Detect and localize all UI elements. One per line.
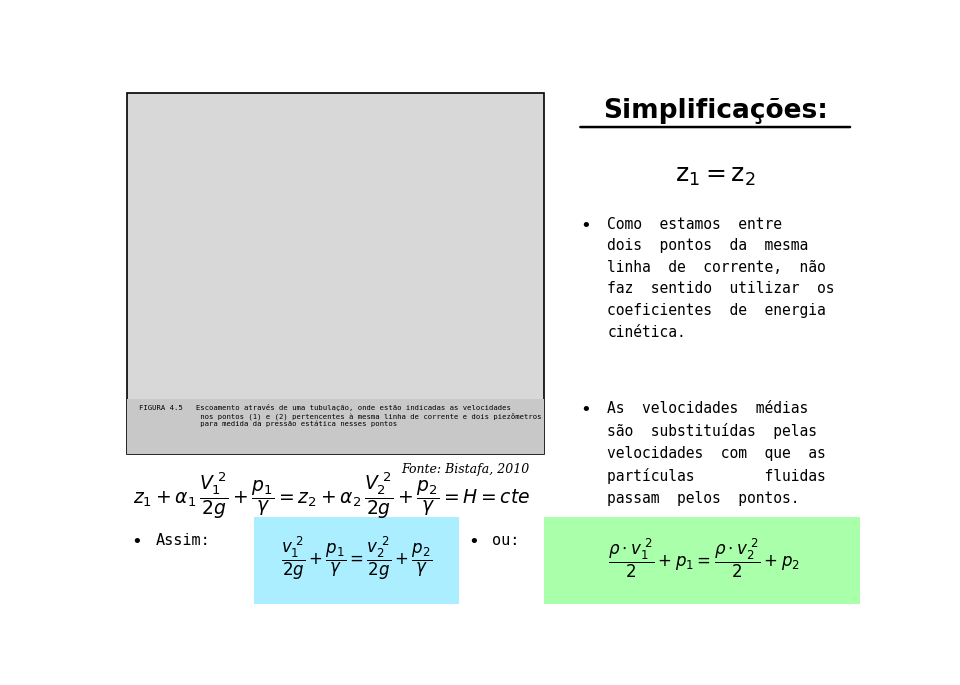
Text: FIGURA 4.5   Escoamento através de uma tubulação, onde estão indicadas as veloci: FIGURA 4.5 Escoamento através de uma tub…	[138, 404, 541, 427]
Text: •: •	[468, 533, 479, 551]
Text: ou:: ou:	[492, 533, 519, 548]
Text: $\dfrac{v_1^{\ 2}}{2g} + \dfrac{p_1}{\gamma} = \dfrac{v_2^{\ 2}}{2g} + \dfrac{p_: $\dfrac{v_1^{\ 2}}{2g} + \dfrac{p_1}{\ga…	[281, 534, 432, 582]
FancyBboxPatch shape	[544, 517, 860, 604]
Text: •: •	[132, 533, 142, 551]
Text: Simplificações:: Simplificações:	[603, 98, 828, 124]
Text: Assim:: Assim:	[156, 533, 210, 548]
Text: As  velocidades  médias
são  substituídas  pelas
velocidades  com  que  as
partí: As velocidades médias são substituídas p…	[608, 401, 826, 506]
Text: •: •	[580, 216, 590, 235]
Text: Como  estamos  entre
dois  pontos  da  mesma
linha  de  corrente,  não
faz  sent: Como estamos entre dois pontos da mesma …	[608, 216, 835, 340]
Text: •: •	[580, 401, 590, 419]
FancyBboxPatch shape	[128, 399, 544, 454]
Text: $z_1 + \alpha_1\,\dfrac{V_1^{\ 2}}{2g} + \dfrac{p_1}{\gamma} = z_2 + \alpha_2\,\: $z_1 + \alpha_1\,\dfrac{V_1^{\ 2}}{2g} +…	[133, 470, 531, 521]
Text: $\dfrac{\rho \cdot v_1^{\ 2}}{2} + p_1 = \dfrac{\rho \cdot v_2^{\ 2}}{2} + p_2$: $\dfrac{\rho \cdot v_1^{\ 2}}{2} + p_1 =…	[608, 536, 800, 580]
Text: Fonte: Bistafa, 2010: Fonte: Bistafa, 2010	[401, 463, 529, 476]
Text: $\mathsf{z_1 = z_2}$: $\mathsf{z_1 = z_2}$	[675, 164, 756, 188]
FancyBboxPatch shape	[128, 92, 544, 454]
FancyBboxPatch shape	[253, 517, 459, 604]
